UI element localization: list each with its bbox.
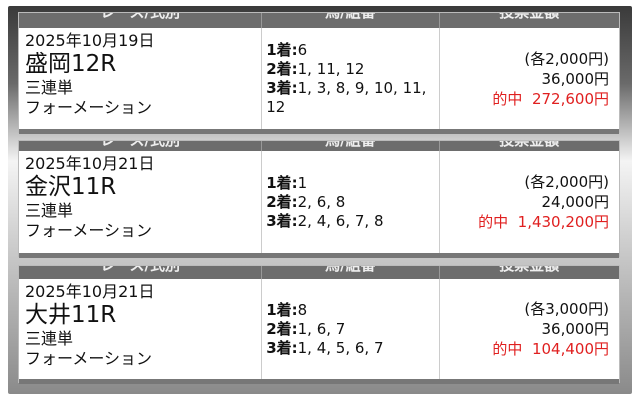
- table-bottom-bar: [19, 379, 619, 384]
- header-amount: 投票金額: [440, 266, 619, 279]
- pick-numbers: 6: [297, 40, 308, 59]
- header-horse: 馬/組番: [262, 13, 440, 28]
- unit-amount: (各3,000円): [524, 300, 609, 318]
- total-amount: 24,000円: [541, 193, 610, 211]
- table-bottom-bar: [19, 253, 619, 258]
- picks-cell: 1着:8 2着:1, 6, 7 3着:1, 4, 5, 6, 7: [262, 279, 440, 379]
- hit-label: 的中: [492, 340, 523, 358]
- bet-type: 三連単: [25, 329, 74, 348]
- bet-method: フォーメーション: [25, 349, 153, 368]
- pick-numbers: 1, 4, 5, 6, 7: [297, 338, 384, 357]
- pick-line: 1着:6: [266, 41, 438, 60]
- amount-cell: (各2,000円) 36,000円 的中 272,600円: [440, 28, 619, 129]
- place-label: 2着:: [266, 59, 298, 78]
- result-table: レース/式別 馬/組番 投票金額 2025年10月21日 金沢11R 三連単 フ…: [18, 140, 620, 258]
- header-horse: 馬/組番: [262, 141, 440, 151]
- race-cell: 2025年10月21日 金沢11R 三連単 フォーメーション: [19, 151, 263, 253]
- table-header: レース/式別 馬/組番 投票金額: [19, 13, 619, 28]
- place-label: 3着:: [266, 78, 298, 97]
- total-amount: 36,000円: [541, 320, 610, 338]
- picks-cell: 1着:1 2着:2, 6, 8 3着:2, 4, 6, 7, 8: [262, 151, 440, 253]
- payout-amount: 272,600円: [531, 89, 609, 108]
- pick-line: 3着:1, 4, 5, 6, 7: [266, 339, 438, 358]
- race-cell: 2025年10月19日 盛岡12R 三連単 フォーメーション: [19, 28, 263, 129]
- place-label: 3着:: [266, 338, 298, 357]
- header-horse: 馬/組番: [262, 266, 440, 279]
- pick-line: 2着:1, 6, 7: [266, 320, 438, 339]
- race-date: 2025年10月21日: [25, 154, 155, 173]
- race-date: 2025年10月21日: [25, 282, 155, 301]
- place-label: 2着:: [266, 192, 298, 211]
- hit-label: 的中: [478, 213, 509, 231]
- pick-numbers: 1, 6, 7: [297, 319, 346, 338]
- pick-numbers: 1: [297, 173, 308, 192]
- bet-type: 三連単: [25, 78, 74, 97]
- pick-line: 1着:1: [266, 174, 438, 193]
- payout-amount: 1,430,200円: [517, 213, 609, 231]
- table-row: 2025年10月21日 大井11R 三連単 フォーメーション 1着:8 2着:1,…: [19, 279, 619, 379]
- race-name: 盛岡12R: [25, 51, 117, 77]
- result-table: レース/式別 馬/組番 投票金額 2025年10月21日 大井11R 三連単 フ…: [18, 265, 620, 384]
- hit-payout: 的中 1,430,200円: [478, 212, 609, 232]
- bet-method: フォーメーション: [25, 98, 153, 117]
- place-label: 3着:: [266, 211, 298, 230]
- race-cell: 2025年10月21日 大井11R 三連単 フォーメーション: [19, 279, 263, 379]
- header-race: レース/式別: [19, 266, 263, 279]
- race-name: 金沢11R: [25, 174, 117, 200]
- payout-amount: 104,400円: [531, 340, 609, 358]
- pick-line: 2着:2, 6, 8: [266, 193, 438, 212]
- place-label: 1着:: [266, 300, 298, 319]
- pick-line: 1着:8: [266, 301, 438, 320]
- hit-payout: 的中 272,600円: [492, 89, 609, 109]
- race-name: 大井11R: [25, 302, 117, 328]
- place-label: 2着:: [266, 319, 298, 338]
- header-amount: 投票金額: [440, 141, 619, 151]
- result-table: レース/式別 馬/組番 投票金額 2025年10月19日 盛岡12R 三連単 フ…: [18, 12, 620, 134]
- picks-cell: 1着:6 2着:1, 11, 12 3着:1, 3, 8, 9, 10, 11, 1…: [262, 28, 440, 129]
- total-amount: 36,000円: [541, 69, 610, 88]
- header-race: レース/式別: [19, 13, 263, 28]
- amount-cell: (各2,000円) 24,000円 的中 1,430,200円: [440, 151, 619, 253]
- header-race: レース/式別: [19, 141, 263, 151]
- hit-payout: 的中 104,400円: [492, 339, 609, 359]
- place-label: 1着:: [266, 40, 298, 59]
- unit-amount: (各2,000円): [524, 173, 609, 191]
- unit-amount: (各2,000円): [524, 49, 609, 68]
- place-label: 1着:: [266, 173, 298, 192]
- pick-line: 3着:2, 4, 6, 7, 8: [266, 212, 438, 231]
- pick-line: 2着:1, 11, 12: [266, 60, 438, 79]
- table-header: レース/式別 馬/組番 投票金額: [19, 141, 619, 151]
- pick-numbers: 1, 11, 12: [297, 59, 365, 78]
- header-amount: 投票金額: [440, 13, 619, 28]
- race-date: 2025年10月19日: [25, 31, 155, 50]
- table-header: レース/式別 馬/組番 投票金額: [19, 266, 619, 279]
- amount-cell: (各3,000円) 36,000円 的中 104,400円: [440, 279, 619, 379]
- table-row: 2025年10月19日 盛岡12R 三連単 フォーメーション 1着:6 2着:1,…: [19, 28, 619, 129]
- bet-type: 三連単: [25, 201, 74, 220]
- table-bottom-bar: [19, 129, 619, 134]
- table-row: 2025年10月21日 金沢11R 三連単 フォーメーション 1着:1 2着:2,…: [19, 151, 619, 253]
- pick-line: 3着:1, 3, 8, 9, 10, 11, 12: [266, 79, 438, 117]
- hit-label: 的中: [492, 89, 523, 108]
- pick-numbers: 8: [297, 300, 308, 319]
- pick-numbers: 2, 4, 6, 7, 8: [297, 211, 384, 230]
- pick-numbers: 1, 3, 8, 9, 10, 11, 12: [266, 78, 427, 116]
- bet-method: フォーメーション: [25, 221, 153, 240]
- pick-numbers: 2, 6, 8: [297, 192, 346, 211]
